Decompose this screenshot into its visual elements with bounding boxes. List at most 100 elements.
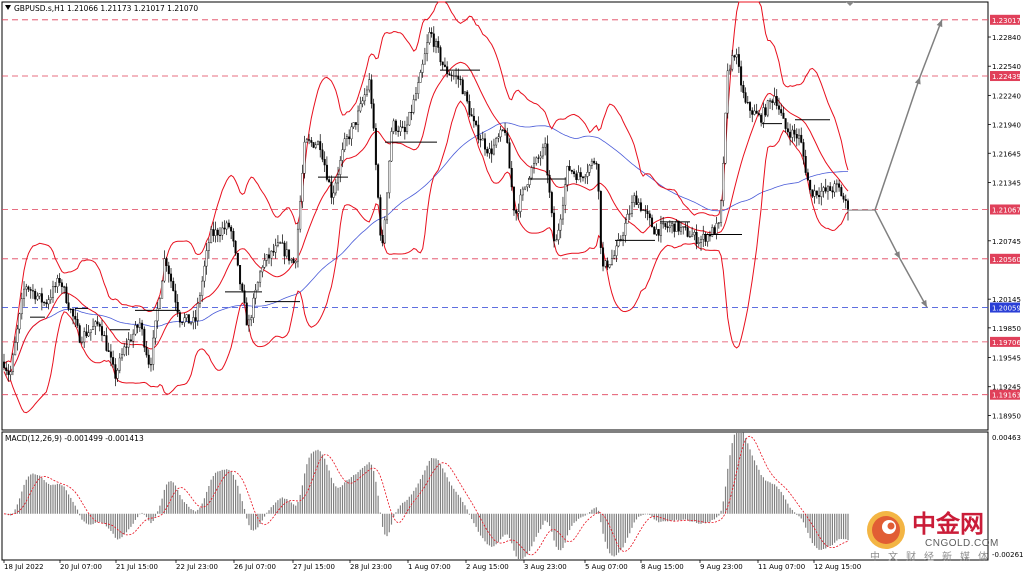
x-tick-label: 2 Aug 15:00 [466,563,509,571]
candle [541,143,544,160]
candle [590,158,593,170]
level-tag [990,336,1020,347]
candle [163,250,166,283]
collapse-triangle-icon[interactable] [5,5,11,10]
level-tag [990,14,1020,25]
y-tick-label: 1.22240 [992,92,1021,100]
candle [666,222,669,233]
candle [308,133,311,145]
ma-line [3,122,848,372]
candle [608,264,611,269]
x-tick-label: 28 Jul 23:00 [350,563,392,571]
candle [63,285,66,295]
watermark-en: CNGOLD.COM [925,538,999,549]
candle [475,120,478,127]
candle [450,71,453,82]
candle [504,122,507,136]
candle [232,228,235,248]
candle [546,135,549,184]
candle [764,103,767,117]
candle [606,257,609,271]
x-tick-label: 22 Jul 23:00 [176,563,218,571]
candle [239,265,242,291]
candle [172,277,175,292]
candle [65,283,68,305]
candle [706,233,709,247]
candle [584,174,587,184]
candle [72,308,75,325]
candle [586,163,589,185]
candle [472,108,475,128]
candle [31,284,34,299]
watermark-cn: 中金网 [912,510,984,538]
price-axis: 1.23017 1.22439 1.21067 1.20560 1.20059 1.197… [988,14,1021,420]
candle [132,329,135,348]
candle [401,120,404,129]
candle [533,156,536,174]
candle [773,87,776,106]
candle [98,322,101,332]
candle [789,123,792,146]
shift-marker-icon[interactable] [846,2,854,6]
band-lower [3,100,849,414]
candle [225,220,228,236]
candle [695,224,698,250]
candle [842,192,845,203]
candle [679,221,682,235]
candle [230,224,233,240]
candle [757,109,760,117]
candles [3,26,850,387]
candle [521,186,524,201]
candle [479,134,482,148]
candle [51,280,54,303]
candle [348,129,351,145]
candle [312,141,315,149]
candle [822,185,825,198]
horizontal-markers [30,69,830,331]
candle [368,72,371,93]
candle [559,214,562,239]
candle [722,156,725,207]
candle [766,99,769,118]
candle [628,205,631,221]
candle [515,209,518,221]
candle [713,225,716,235]
candle [510,161,513,191]
candle [292,257,295,264]
candle [352,122,355,129]
candle [357,105,360,133]
candle [29,286,32,299]
candle [746,95,749,105]
candle [194,310,197,330]
candle [174,283,177,311]
candle [274,238,277,259]
candle [316,140,319,146]
level-tag [990,71,1020,82]
macd-axis-bottom: -0.002619 [992,551,1024,559]
candle [47,295,50,310]
candle [207,238,210,259]
macd-label: MACD(12,26,9) -0.001499 -0.001413 [5,434,144,443]
candle [568,160,571,172]
candle [760,112,763,127]
candle [419,69,422,83]
candle [219,227,222,243]
candle [43,300,46,307]
candle [16,324,19,351]
candle [784,118,787,133]
candle [818,187,821,205]
candle [673,223,676,238]
candle [69,307,72,314]
candle [820,182,823,206]
y-tick-label: 1.22840 [992,34,1021,42]
candle [573,168,576,178]
candle [588,163,591,176]
candle [14,336,17,356]
candle [526,184,529,192]
candle [236,252,239,267]
candle [528,176,531,188]
candle [486,146,489,157]
candle [38,293,41,300]
candle [203,260,206,288]
candle [145,341,148,358]
